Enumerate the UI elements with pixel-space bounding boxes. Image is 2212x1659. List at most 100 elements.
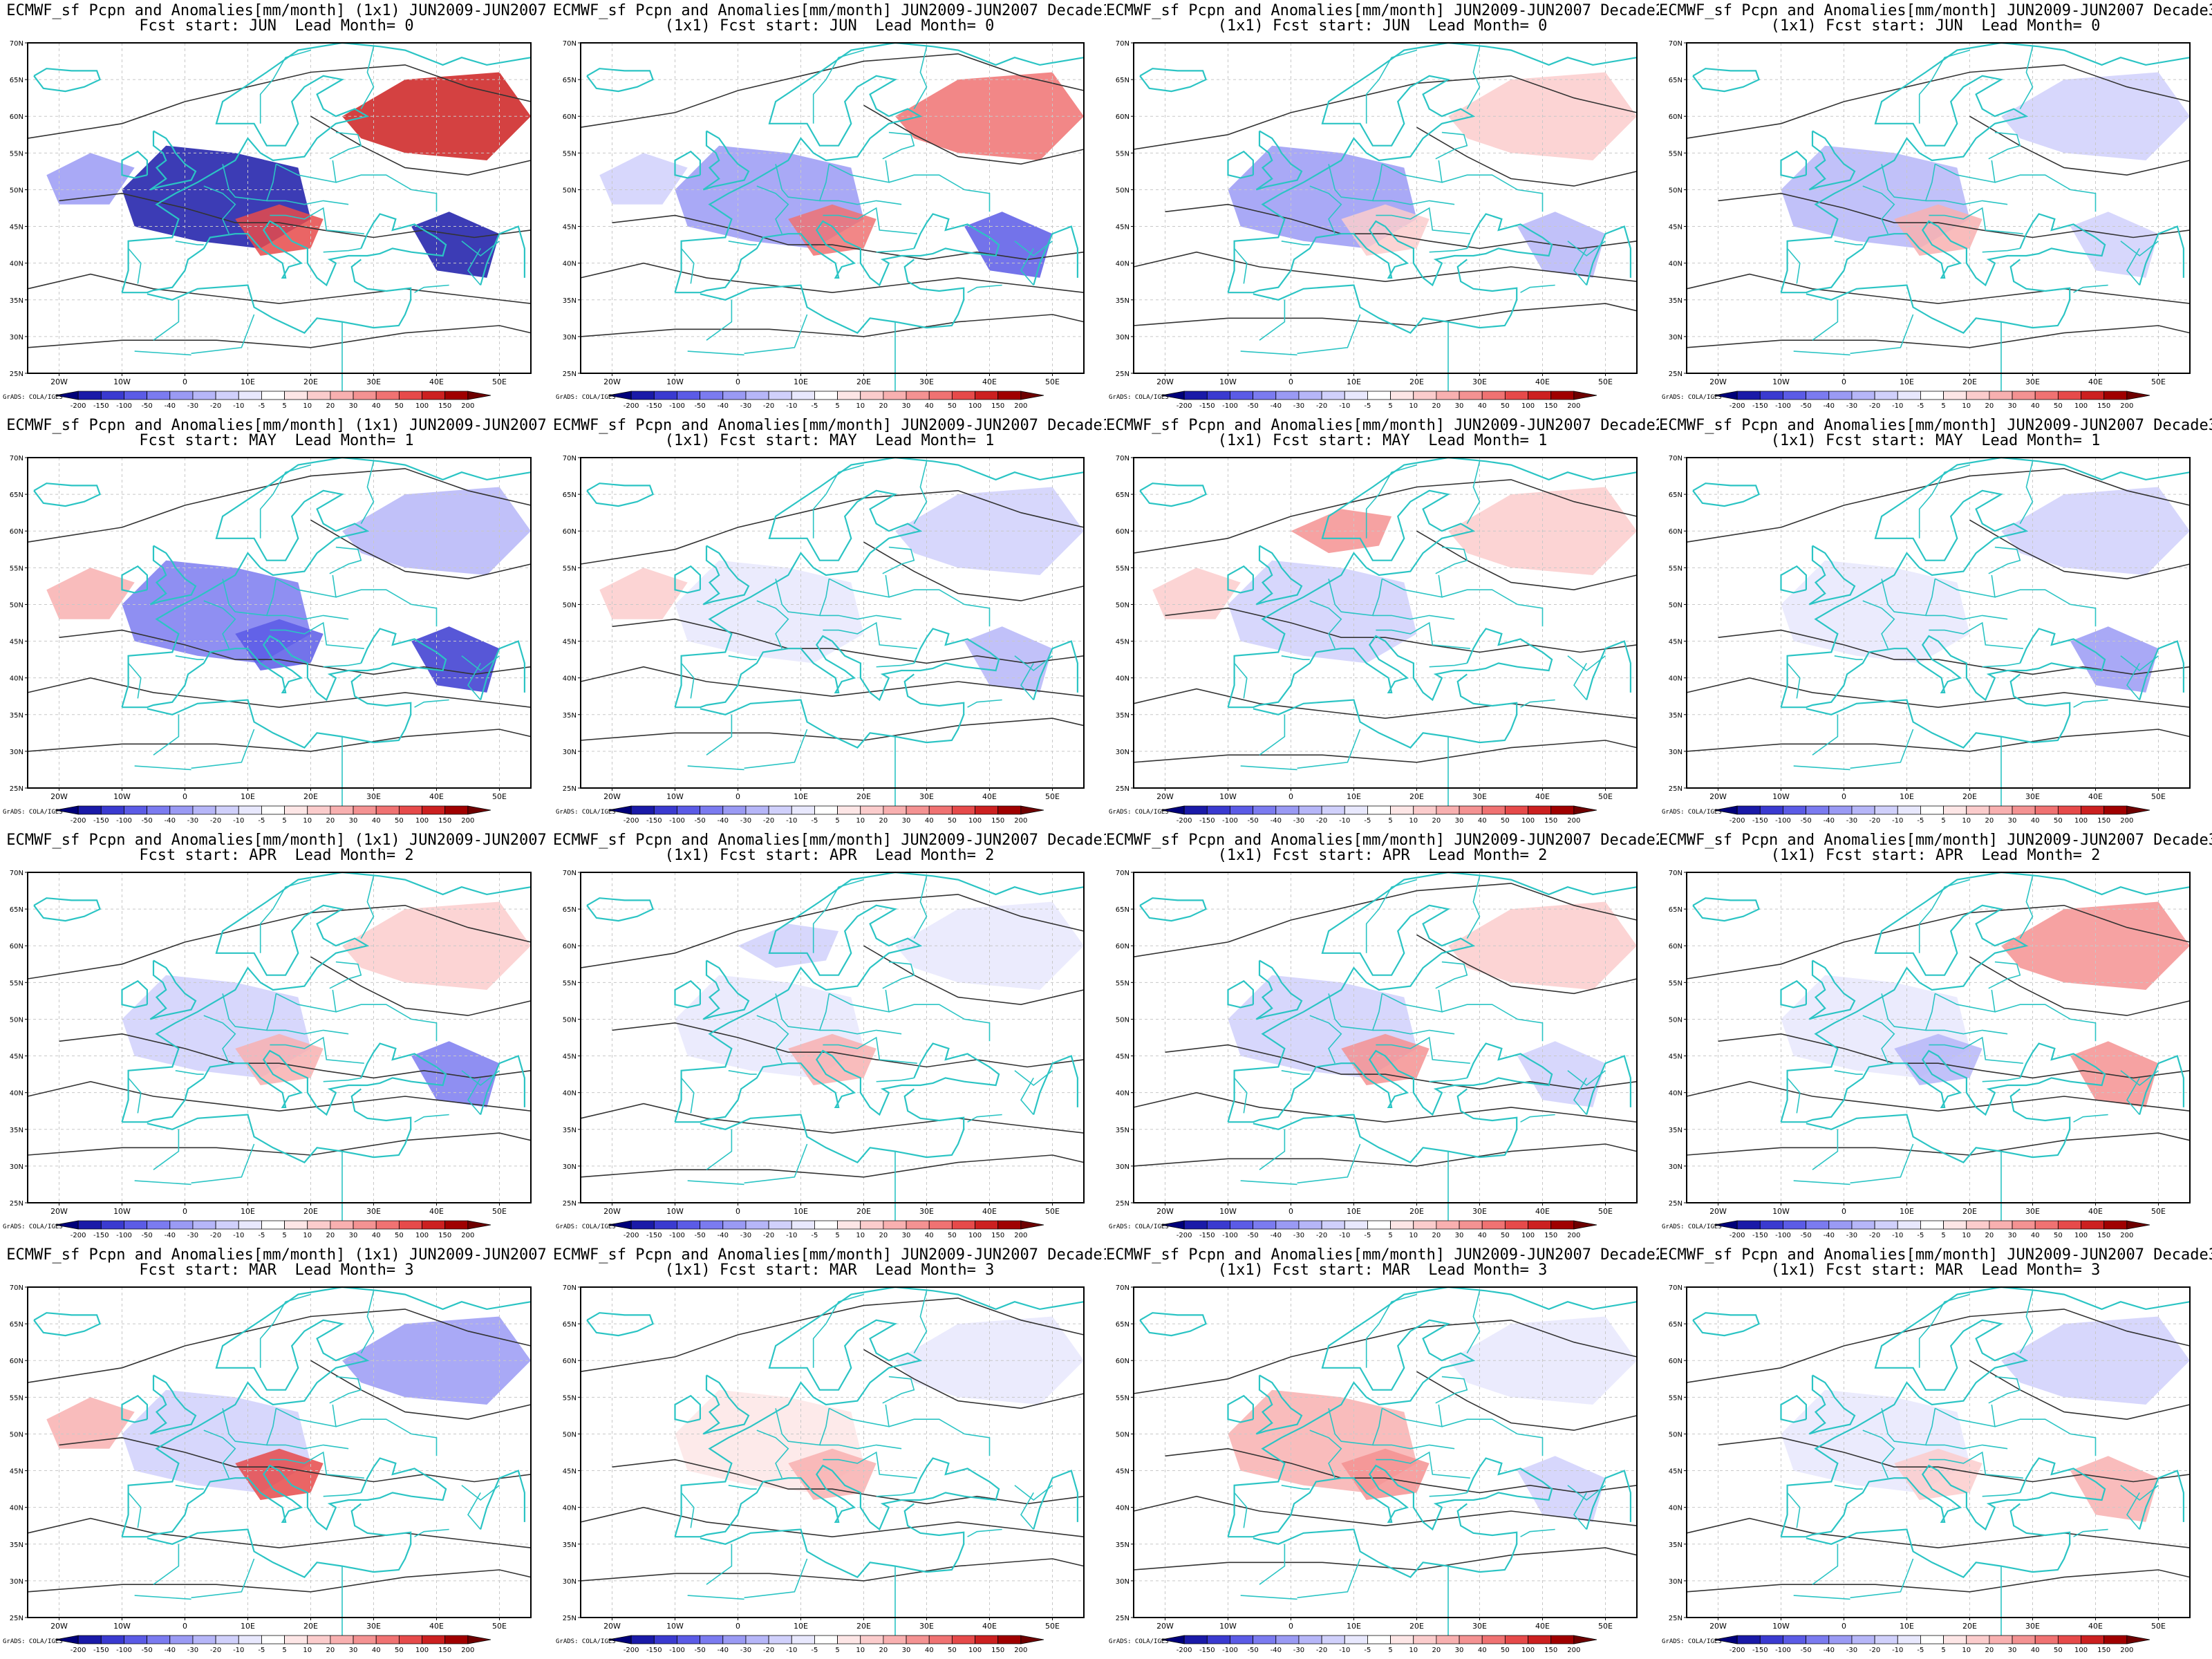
coastline [700, 1088, 965, 1163]
anomaly-shading [46, 1397, 135, 1449]
country-border [823, 1451, 917, 1479]
panel-title: ECMWF_sf Pcpn and Anomalies[mm/month] JU… [553, 417, 1106, 434]
colorbar-swatch [1736, 1220, 1761, 1230]
colorbar-label: -10 [786, 817, 797, 825]
lat-tick-label: 70N [1669, 1284, 1683, 1292]
lat-tick-label: 70N [1116, 40, 1130, 48]
colorbar-swatch [700, 391, 724, 400]
forecast-panel: ECMWF_sf Pcpn and Anomalies[mm/month] JU… [553, 1244, 1106, 1659]
colorbar-label: -100 [116, 1647, 132, 1654]
colorbar-label: -50 [1247, 817, 1258, 825]
colorbar-swatch [147, 1635, 171, 1644]
country-border [1929, 621, 2023, 649]
colorbar-label: 10 [1962, 1647, 1971, 1654]
anomaly-shading [235, 1448, 324, 1500]
coastline [1227, 565, 1254, 594]
coastline [674, 456, 1085, 708]
lat-tick-label: 50N [563, 1431, 577, 1438]
country-border [706, 299, 733, 341]
panel-subtitle: (1x1) Fcst start: MAR Lead Month= 3 [1770, 1262, 2101, 1279]
country-border [706, 714, 733, 756]
colorbar-swatch [1874, 391, 1898, 400]
lon-tick-label: 20W [1709, 1207, 1727, 1216]
coastline [121, 980, 148, 1009]
colorbar-swatch [1783, 1220, 1807, 1230]
lat-tick-label: 65N [1669, 77, 1683, 84]
coastline [1808, 1374, 1856, 1435]
lon-tick-label: 20E [856, 377, 871, 386]
precip-contour [27, 325, 532, 348]
colorbar-swatch [1851, 1220, 1875, 1230]
lat-tick-label: 35N [10, 1127, 24, 1134]
country-border [1862, 185, 1895, 234]
precip-contour [1133, 75, 1638, 150]
colorbar-swatch [1390, 805, 1414, 815]
colorbar-swatch [100, 805, 124, 815]
coastline [1228, 213, 1553, 294]
colorbar-swatch [1920, 1220, 1944, 1230]
lon-tick-label: 50E [492, 792, 507, 801]
coastline [122, 628, 447, 709]
colorbar-label: -200 [624, 1232, 639, 1239]
lat-tick-label: 45N [10, 1468, 24, 1476]
colorbar-swatch [928, 1220, 953, 1230]
colorbar-swatch [1851, 391, 1875, 400]
colorbar-swatch [1321, 391, 1345, 400]
lon-tick-label: 20W [50, 377, 68, 386]
lat-tick-label: 40N [1116, 1090, 1130, 1098]
colorbar-swatch [398, 1635, 422, 1644]
colorbar-label: 30 [1455, 1232, 1464, 1239]
colorbar-swatch [2103, 391, 2128, 400]
colorbar-swatch [1736, 805, 1761, 815]
country-border [329, 1376, 362, 1404]
coastline [1780, 980, 1807, 1009]
lat-tick-label: 40N [10, 261, 24, 268]
anomaly-shading [1781, 560, 1970, 664]
country-border [1834, 655, 1863, 660]
country-border [728, 1485, 757, 1490]
grads-credit: GrADS: COLA/IGES [3, 1638, 63, 1645]
country-border [819, 1029, 902, 1035]
country-border [680, 662, 695, 699]
coastline [700, 1503, 965, 1578]
lat-tick-label: 60N [563, 528, 577, 536]
lat-tick-label: 25N [563, 1615, 577, 1622]
colorbar-label: -20 [763, 817, 774, 825]
lon-tick-label: 10W [1772, 377, 1790, 386]
country-border [1935, 1404, 1996, 1427]
map-frame [1686, 1286, 2191, 1618]
colorbar-label: -50 [141, 817, 152, 825]
country-border [1982, 1492, 2021, 1497]
lon-tick-label: 30E [366, 1622, 381, 1631]
country-border [1240, 1180, 1297, 1185]
colorbar-swatch [2012, 805, 2036, 815]
country-border [461, 1070, 500, 1087]
colorbar-swatch [330, 1635, 354, 1644]
lon-tick-label: 50E [492, 377, 507, 386]
coastline [480, 225, 526, 285]
lat-tick-label: 60N [1116, 1358, 1130, 1365]
colorbar-label: 50 [1501, 1232, 1510, 1239]
map-frame [1133, 1286, 1638, 1618]
lat-tick-label: 25N [1669, 371, 1683, 378]
colorbar-swatch [975, 391, 999, 400]
coastline [121, 1394, 148, 1423]
colorbar-swatch [1275, 391, 1300, 400]
country-border [203, 1430, 236, 1479]
country-border [829, 1404, 890, 1427]
country-border [1850, 1143, 1914, 1184]
country-border [812, 879, 864, 953]
country-border [1573, 663, 1587, 701]
coastline [674, 871, 1085, 1123]
coastline [1255, 1374, 1303, 1435]
colorbar-label: -150 [1752, 1647, 1768, 1654]
colorbar-swatch [2103, 1635, 2128, 1644]
coastline [1692, 482, 1760, 507]
colorbar-swatch [307, 1635, 331, 1644]
precip-contour [27, 1569, 532, 1593]
country-border [276, 989, 337, 1013]
colorbar-label: 20 [1432, 1647, 1441, 1654]
coastline [1808, 130, 1856, 191]
lat-tick-label: 65N [563, 491, 577, 499]
country-border [2126, 1492, 2140, 1530]
